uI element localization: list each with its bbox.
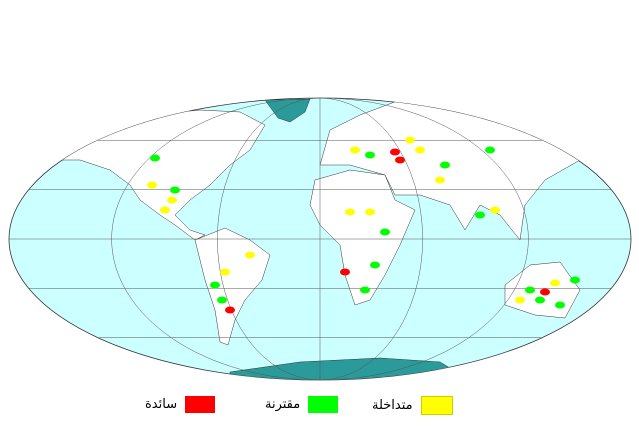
patch [167, 196, 177, 204]
legend-swatch-green [308, 396, 339, 413]
legend-associated: مقترنة [265, 396, 339, 413]
legend-intergrade: متداخلة [372, 396, 453, 415]
patch [365, 208, 375, 216]
legend-label-associated: مقترنة [265, 397, 301, 412]
patch [525, 286, 535, 294]
patch [535, 296, 545, 304]
patch [360, 286, 370, 294]
patch [365, 151, 375, 159]
patch [225, 306, 235, 314]
patch [245, 251, 255, 259]
africa [309, 169, 416, 306]
patch [150, 154, 160, 162]
patch [550, 279, 560, 287]
greenland [264, 98, 311, 123]
patch [540, 288, 550, 296]
patch [217, 296, 227, 304]
patch [147, 181, 157, 189]
patch [415, 146, 425, 154]
patch [435, 176, 445, 184]
patch [490, 206, 500, 214]
patch [345, 208, 355, 216]
patch [475, 211, 485, 219]
patch [370, 261, 380, 269]
patch [440, 161, 450, 169]
graticule [9, 98, 631, 380]
patch [210, 281, 220, 289]
patch [160, 206, 170, 214]
legend-swatch-red [185, 396, 216, 413]
patch [570, 276, 580, 284]
patch [555, 301, 565, 309]
patch [350, 146, 360, 154]
patch [390, 148, 400, 156]
legend-label-dominant: سائدة [145, 397, 178, 412]
patch [515, 296, 525, 304]
patch [170, 186, 180, 194]
patch [405, 136, 415, 144]
patch [485, 146, 495, 154]
meridian [111, 98, 529, 380]
meridian [217, 98, 423, 380]
patch [395, 156, 405, 164]
patch [340, 268, 350, 276]
legend-dominant: سائدة [145, 396, 216, 413]
patch [220, 268, 230, 276]
distribution-patches [147, 136, 580, 314]
patch [380, 228, 390, 236]
legend-swatch-yellow [420, 396, 453, 415]
legend-label-intergrade: متداخلة [372, 398, 413, 413]
